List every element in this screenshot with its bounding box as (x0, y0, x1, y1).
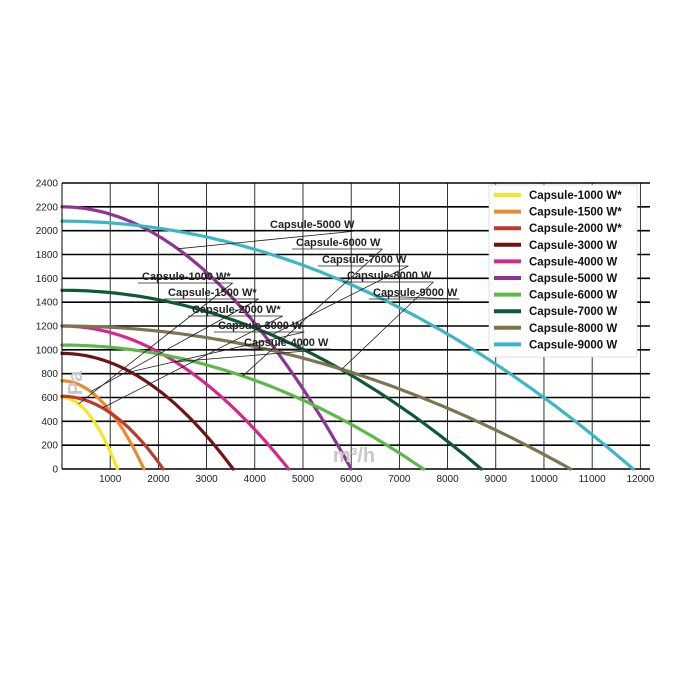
series-curve (60, 351, 235, 471)
chart-legend: Capsule-1000 W* Capsule-1500 W* Capsule-20… (488, 184, 638, 358)
callout-leader-line (130, 331, 305, 373)
callout-label: Capsule-2000 W* (192, 304, 281, 316)
x-tick-label: 3000 (195, 474, 218, 485)
x-tick-label: 7000 (388, 474, 411, 485)
y-tick-label: 2400 (36, 179, 59, 190)
callout-label: Capsule-7000 W (322, 254, 407, 266)
callout-leader-line (341, 281, 434, 370)
y-tick-label: 200 (41, 441, 58, 452)
x-tick-label: 10000 (530, 474, 558, 485)
legend-entry: Capsule-3000 W (529, 240, 617, 252)
callout-leader-line (271, 265, 409, 336)
y-tick-label: 1000 (36, 345, 59, 356)
x-tick-label: 8000 (436, 474, 459, 485)
y-tick-label: 1200 (36, 322, 59, 333)
callout-leader-line (90, 298, 259, 392)
callout-label: Capsule-8000 W (347, 270, 432, 282)
y-tick-label: 0 (52, 465, 58, 476)
x-tick-label: 2000 (147, 474, 170, 485)
y-tick-label: 1400 (36, 298, 59, 309)
x-tick-label: 6000 (340, 474, 363, 485)
callout-leader-line (175, 348, 331, 363)
callout-leader-line (177, 230, 357, 250)
callout-label: Capsule-1500 W* (168, 287, 257, 299)
series-curve (60, 395, 119, 471)
callout-label: Capsule-1000 W* (142, 271, 231, 283)
x-tick-label: 5000 (292, 474, 315, 485)
y-tick-label: 2000 (36, 226, 59, 237)
callout-leader-line (102, 315, 283, 409)
legend-entry: Capsule-5000 W (529, 273, 617, 285)
y-tick-label: 1800 (36, 250, 59, 261)
x-tick-label: 4000 (244, 474, 267, 485)
x-tick-label: 1000 (99, 474, 122, 485)
chart-grid (62, 182, 650, 470)
callout-label: Capsule-3000 W (218, 320, 303, 332)
y-tick-label: 1600 (36, 274, 59, 285)
x-tick-label: 9000 (485, 474, 508, 485)
callout-leader-lines (78, 230, 460, 409)
y-axis-label: Pa (65, 370, 87, 395)
callout-label: Capsule-5000 W (270, 219, 355, 231)
series-curve (60, 394, 165, 471)
legend-entry: Capsule-2000 W* (529, 223, 622, 235)
y-tick-label: 400 (41, 417, 58, 428)
legend-entry: Capsule-1000 W* (529, 190, 622, 202)
series-curve (60, 379, 146, 471)
legend-entry: Capsule-9000 W (529, 339, 617, 351)
callout-leader-line (376, 295, 460, 300)
callout-label: Capsule-6000 W (296, 237, 381, 249)
x-tick-label: 11000 (579, 474, 607, 485)
series-curve (60, 219, 635, 471)
series-curve (60, 205, 353, 471)
y-tick-label: 800 (41, 369, 58, 380)
callout-label: Capsule-4000 W (244, 337, 329, 349)
series-curve (60, 324, 573, 471)
y-tick-label: 2200 (36, 202, 59, 213)
chart-axes: 0 200 400 600 800 1000 1200 1400 1600 1800 2000 220… (36, 179, 655, 486)
x-axis-label: m³/h (333, 445, 375, 467)
callout-labels: Capsule-1000 W* Capsule-1500 W* Capsule-20… (138, 219, 460, 350)
callout-leader-line (242, 248, 383, 377)
legend-entry: Capsule-7000 W (529, 306, 617, 318)
legend-entry: Capsule-1500 W* (529, 207, 622, 219)
x-tick-label: 12000 (626, 474, 654, 485)
legend-entry: Capsule-8000 W (529, 323, 617, 335)
legend-entry: Capsule-6000 W (529, 290, 617, 302)
y-tick-label: 600 (41, 393, 58, 404)
callout-label: Capsule-9000 W (373, 287, 458, 299)
legend-entry: Capsule-4000 W (529, 256, 617, 268)
